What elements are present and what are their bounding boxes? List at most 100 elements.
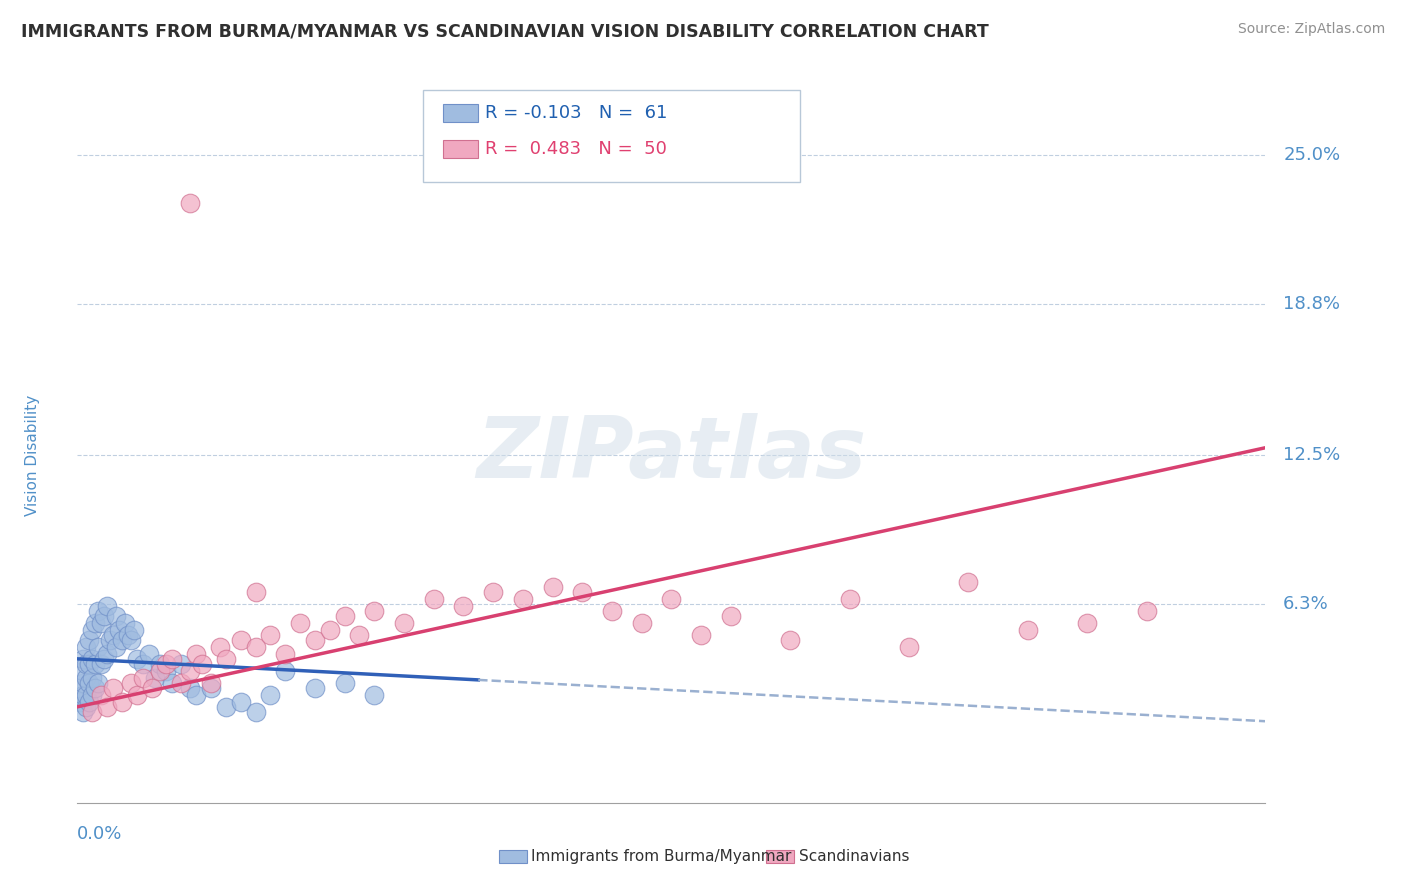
Point [512,591,534,606]
Text: Immigrants from Burma/Myanmar: Immigrants from Burma/Myanmar [531,849,792,863]
Point [90,688,112,702]
Point [179,196,201,211]
Point [75,699,97,714]
Point [72,688,94,702]
Point [90,657,112,671]
Text: Scandinavians: Scandinavians [799,849,910,863]
Point [215,652,238,666]
Point [117,628,139,642]
Text: Vision Disability: Vision Disability [25,394,39,516]
Point [259,628,281,642]
Point [274,664,297,678]
Point [87,604,110,618]
Point [98,632,121,647]
Point [690,628,713,642]
Point [1017,623,1039,637]
Point [191,657,214,671]
Point [101,681,124,695]
Point [87,640,110,654]
Point [77,632,100,647]
Point [72,652,94,666]
Point [111,695,134,709]
Point [482,584,505,599]
Point [149,664,172,678]
Point [363,688,385,702]
Point [138,647,160,661]
Point [69,681,91,695]
Point [304,681,326,695]
Point [245,584,267,599]
Point [131,657,153,671]
Point [898,640,921,654]
Point [104,640,127,654]
Point [75,671,97,685]
Point [170,676,193,690]
Text: 12.5%: 12.5% [1284,446,1340,464]
Point [114,615,136,630]
Point [288,615,311,630]
Point [229,695,252,709]
Point [319,623,342,637]
Text: 6.3%: 6.3% [1284,595,1329,613]
Point [245,640,267,654]
Point [120,632,142,647]
Point [215,699,238,714]
Point [571,584,593,599]
Point [392,615,415,630]
Point [155,664,177,678]
Point [90,615,112,630]
Point [69,695,91,709]
Point [1135,604,1157,618]
Point [96,599,118,613]
Point [1076,615,1098,630]
Point [96,699,118,714]
Point [155,657,177,671]
Point [75,640,97,654]
Text: R =  0.483   N =  50: R = 0.483 N = 50 [485,140,666,158]
Point [274,647,297,661]
Point [84,681,107,695]
Text: R = -0.103   N =  61: R = -0.103 N = 61 [485,104,668,122]
Point [541,580,564,594]
Point [170,657,193,671]
Point [208,640,231,654]
Point [179,681,201,695]
Point [245,705,267,719]
Text: 18.8%: 18.8% [1284,294,1340,313]
Point [93,652,115,666]
Point [77,657,100,671]
Point [162,676,184,690]
Point [422,591,444,606]
Point [93,608,115,623]
Point [149,657,172,671]
Point [75,688,97,702]
Point [108,623,131,637]
Point [111,632,134,647]
Point [72,664,94,678]
Point [186,688,208,702]
Point [104,608,127,623]
Point [186,647,208,661]
Text: ZIPatlas: ZIPatlas [477,413,866,497]
Point [82,705,104,719]
Point [720,608,742,623]
Point [72,705,94,719]
Point [82,688,104,702]
Point [600,604,623,618]
Point [77,695,100,709]
Point [101,628,124,642]
Point [87,676,110,690]
Point [630,615,652,630]
Point [349,628,371,642]
Point [96,647,118,661]
Point [661,591,683,606]
Point [125,688,148,702]
Point [200,681,222,695]
Point [75,657,97,671]
Point [333,676,356,690]
Point [72,676,94,690]
Point [141,681,163,695]
Point [363,604,385,618]
Text: 0.0%: 0.0% [77,825,122,843]
Point [82,623,104,637]
